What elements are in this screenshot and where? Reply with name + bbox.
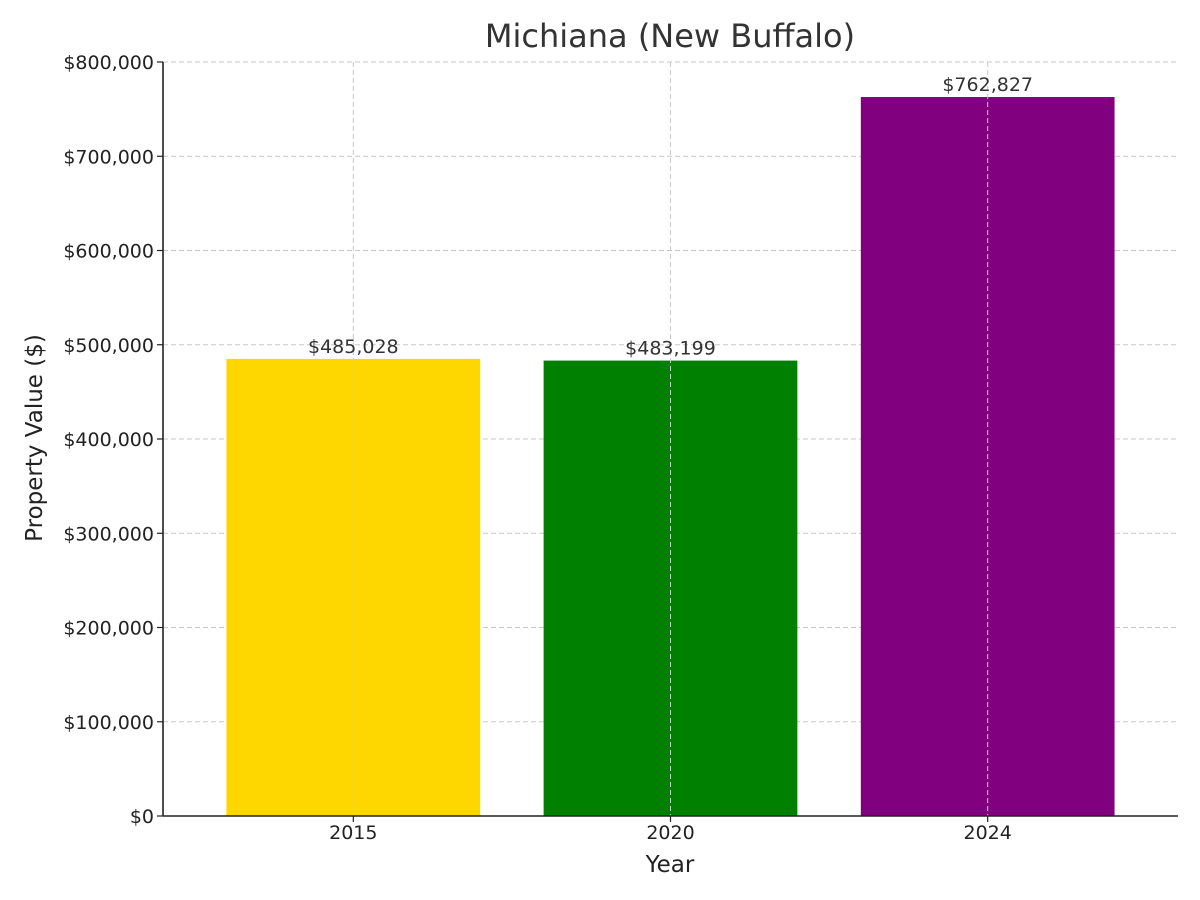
x-tick-label: 2020 — [646, 822, 694, 844]
data-label-2024: $762,827 — [942, 74, 1033, 96]
bar-2015 — [226, 358, 481, 816]
y-tick-label: $500,000 — [63, 335, 154, 357]
x-grid-layer — [352, 62, 989, 816]
data-label-2020: $483,199 — [625, 338, 716, 360]
chart-title: Michiana (New Buffalo) — [485, 17, 855, 55]
y-tick-label: $600,000 — [63, 241, 154, 263]
bar-2020 — [543, 360, 798, 816]
label-layer: $0 $100,000 $200,000 $300,000 $400,000 $500,0… — [63, 52, 1033, 844]
data-label-2015: $485,028 — [308, 336, 399, 358]
y-tick-label: $100,000 — [63, 712, 154, 734]
x-axis-label: Year — [645, 852, 695, 878]
y-tick-label: $800,000 — [63, 52, 154, 74]
y-tick-label: $300,000 — [63, 523, 154, 545]
y-axis-label: Property Value ($) — [22, 334, 48, 542]
y-tick-label: $400,000 — [63, 429, 154, 451]
y-tick-label: $0 — [130, 806, 154, 828]
y-tick-label: $700,000 — [63, 146, 154, 168]
x-tick-label: 2015 — [329, 822, 377, 844]
axis-layer — [157, 61, 1178, 822]
y-tick-label: $200,000 — [63, 618, 154, 640]
x-tick-label: 2024 — [964, 822, 1012, 844]
